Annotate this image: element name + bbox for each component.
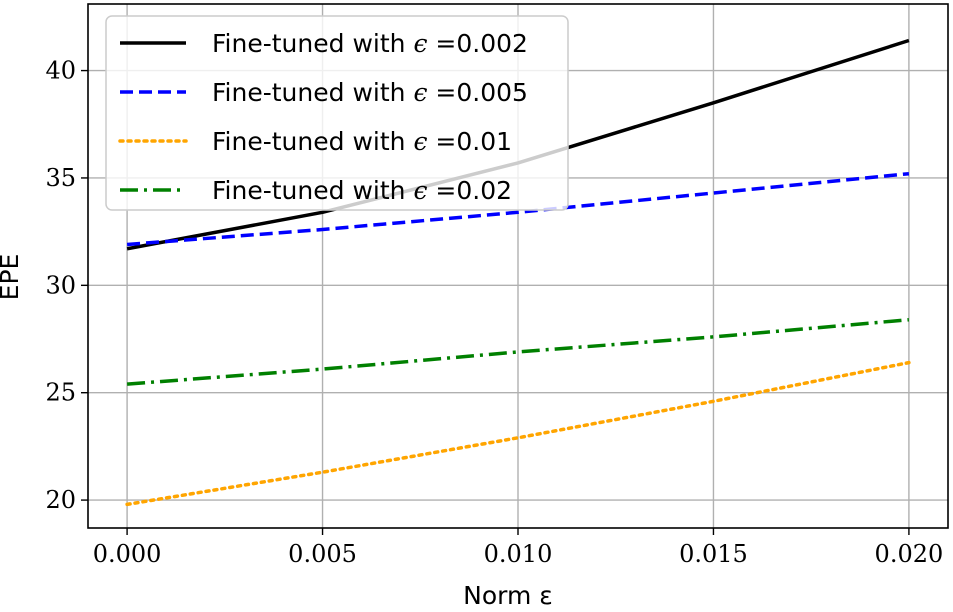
legend-label-value: =0.005	[427, 78, 527, 107]
series-line-2	[125, 360, 911, 507]
legend-label-prefix: Fine-tuned with	[212, 127, 413, 156]
y-tick-label: 20	[45, 486, 76, 514]
y-axis-label: EPE	[0, 254, 24, 301]
legend-label-value: =0.02	[427, 176, 512, 205]
legend-label-symbol: ϵ	[413, 127, 427, 156]
x-tick-label: 0.010	[484, 540, 553, 568]
y-tick-label: 25	[45, 379, 76, 407]
legend-label-prefix: Fine-tuned with	[212, 78, 413, 107]
legend-label: Fine-tuned with ϵ =0.01	[212, 127, 512, 156]
x-tick-label: 0.020	[875, 540, 944, 568]
legend-label: Fine-tuned with ϵ =0.005	[212, 78, 528, 107]
x-axis-label: Norm ε	[463, 581, 553, 610]
legend-label-prefix: Fine-tuned with	[212, 176, 413, 205]
x-tick-label: 0.005	[288, 540, 357, 568]
legend-label: Fine-tuned with ϵ =0.002	[212, 29, 528, 58]
y-tick-label: 30	[45, 271, 76, 299]
legend-box	[105, 15, 569, 211]
y-tick-label: 40	[45, 57, 76, 85]
series-line-3	[126, 317, 910, 386]
legend-label-symbol: ϵ	[413, 29, 427, 58]
series-line-1	[126, 171, 910, 247]
ticks: 0.000 0.005 0.010 0.015 0.020 20 25 30 35 40	[45, 57, 943, 568]
legend-label-symbol: ϵ	[413, 78, 427, 107]
y-tick-label: 35	[45, 164, 76, 192]
legend-label-value: =0.01	[427, 127, 512, 156]
legend-label-prefix: Fine-tuned with	[212, 29, 413, 58]
legend-label: Fine-tuned with ϵ =0.02	[212, 176, 512, 205]
x-tick-label: 0.015	[679, 540, 748, 568]
legend-label-value: =0.002	[427, 29, 527, 58]
x-tick-label: 0.000	[93, 540, 162, 568]
legend-label-symbol: ϵ	[413, 176, 427, 205]
